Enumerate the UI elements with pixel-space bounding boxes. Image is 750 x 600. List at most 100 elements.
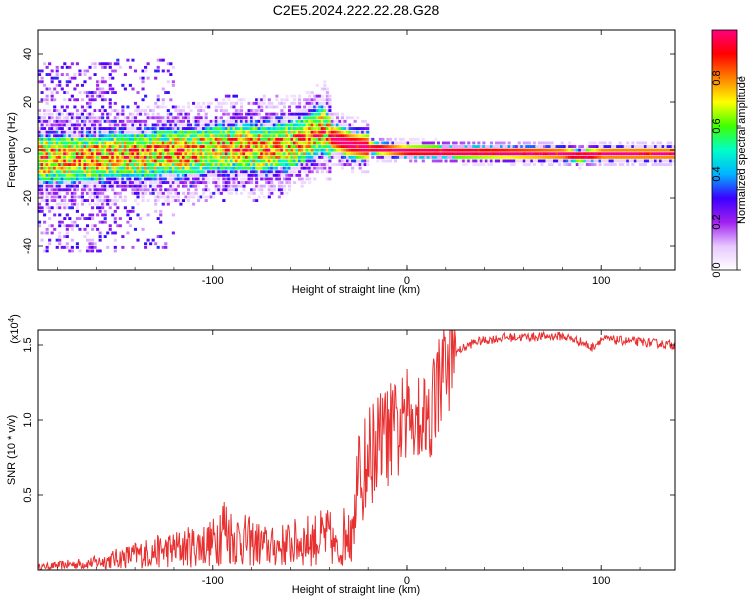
heatmap-cell — [613, 155, 617, 159]
heatmap-cell — [535, 152, 539, 156]
heatmap-cell — [651, 159, 655, 163]
heatmap-cell — [207, 152, 211, 156]
heatmap-cell — [138, 217, 143, 220]
heatmap-cell — [643, 148, 648, 152]
heatmap-cell — [583, 159, 587, 163]
heatmap-cell — [106, 181, 110, 184]
heatmap-cell — [272, 116, 276, 120]
heatmap-cell — [144, 94, 148, 98]
heatmap-cell — [224, 163, 228, 166]
colorbar-tick-label: 0.8 — [711, 70, 723, 85]
heatmap-cell — [164, 155, 168, 159]
heatmap-cell — [133, 148, 138, 152]
heatmap-cell — [323, 105, 327, 109]
heatmap-cell — [550, 145, 554, 148]
heatmap-cell — [166, 109, 170, 112]
heatmap-cell — [467, 148, 471, 152]
heatmap-cell — [277, 155, 281, 159]
heatmap-cell — [351, 152, 355, 156]
heatmap-cell — [126, 127, 130, 130]
heatmap-cell — [404, 145, 408, 148]
heatmap-cell — [189, 166, 193, 170]
heatmap-cell — [65, 145, 69, 148]
heatmap-cell — [126, 159, 130, 163]
heatmap-cell — [436, 155, 441, 159]
heatmap-cell — [192, 170, 196, 174]
heatmap-cell — [192, 163, 196, 166]
heatmap-cell — [328, 145, 332, 148]
heatmap-cell — [593, 155, 597, 159]
heatmap-cell — [55, 173, 59, 177]
heatmap-cell — [50, 123, 54, 127]
heatmap-cell — [144, 242, 148, 246]
heatmap-cell — [292, 181, 297, 184]
heatmap-cell — [171, 231, 175, 235]
heatmap-cell — [547, 145, 552, 148]
heatmap-cell — [151, 134, 155, 138]
heatmap-cell — [325, 134, 329, 138]
heatmap-cell — [275, 119, 279, 123]
heatmap-cell — [563, 163, 567, 166]
heatmap-cell — [48, 148, 52, 152]
heatmap-cell — [91, 184, 95, 188]
heatmap-cell — [45, 184, 49, 188]
heatmap-cell — [434, 155, 438, 159]
heatmap-cell — [192, 130, 196, 134]
heatmap-cell — [212, 145, 216, 148]
heatmap-cell — [214, 184, 218, 188]
heatmap-cell — [611, 145, 615, 148]
heatmap-cell — [174, 141, 178, 145]
heatmap-cell — [78, 112, 82, 116]
heatmap-cell — [588, 145, 592, 148]
heatmap-cell — [75, 245, 79, 249]
heatmap-cell — [186, 188, 191, 192]
heatmap-cell — [63, 134, 67, 138]
heatmap-cell — [282, 134, 286, 138]
heatmap-cell — [192, 152, 196, 156]
heatmap-cell — [176, 195, 180, 199]
heatmap-cell — [505, 145, 509, 148]
heatmap-cell — [542, 159, 547, 163]
heatmap-cell — [262, 127, 266, 130]
heatmap-cell — [138, 152, 143, 156]
heatmap-cell — [73, 163, 77, 166]
heatmap-cell — [335, 163, 340, 166]
heatmap-cell — [318, 116, 322, 120]
heatmap-cell — [164, 91, 168, 94]
heatmap-cell — [260, 130, 264, 134]
heatmap-cell — [343, 130, 347, 134]
heatmap-cell — [88, 98, 92, 102]
heatmap-cell — [227, 191, 231, 195]
heatmap-cell — [484, 155, 488, 159]
heatmap-cell — [45, 73, 49, 76]
heatmap-cell — [431, 159, 435, 163]
heatmap-cell — [280, 112, 284, 116]
heatmap-cell — [45, 227, 49, 231]
heatmap-cell — [50, 141, 54, 145]
heatmap-cell — [88, 213, 92, 217]
heatmap-cell — [199, 116, 203, 120]
heatmap-cell — [106, 177, 110, 181]
heatmap-cell — [219, 188, 223, 192]
heatmap-cell — [515, 152, 519, 156]
heatmap-cell — [232, 130, 236, 134]
heatmap-cell — [262, 134, 266, 138]
heatmap-cell — [133, 159, 138, 163]
heatmap-cell — [401, 152, 405, 156]
heatmap-cell — [601, 145, 605, 148]
heatmap-cell — [611, 155, 615, 159]
heatmap-cell — [108, 62, 112, 66]
heatmap-cell — [186, 173, 191, 177]
heatmap-cell — [141, 177, 145, 181]
heatmap-cell — [303, 130, 307, 134]
heatmap-cell — [628, 159, 632, 163]
heatmap-cell — [80, 199, 85, 202]
heatmap-cell — [121, 83, 125, 87]
heatmap-cell — [96, 213, 100, 217]
heatmap-cell — [88, 127, 92, 130]
heatmap-cell — [260, 159, 264, 163]
heatmap-cell — [361, 155, 365, 159]
heatmap-cell — [457, 148, 461, 152]
heatmap-cell — [378, 137, 382, 141]
heatmap-cell — [224, 166, 228, 170]
